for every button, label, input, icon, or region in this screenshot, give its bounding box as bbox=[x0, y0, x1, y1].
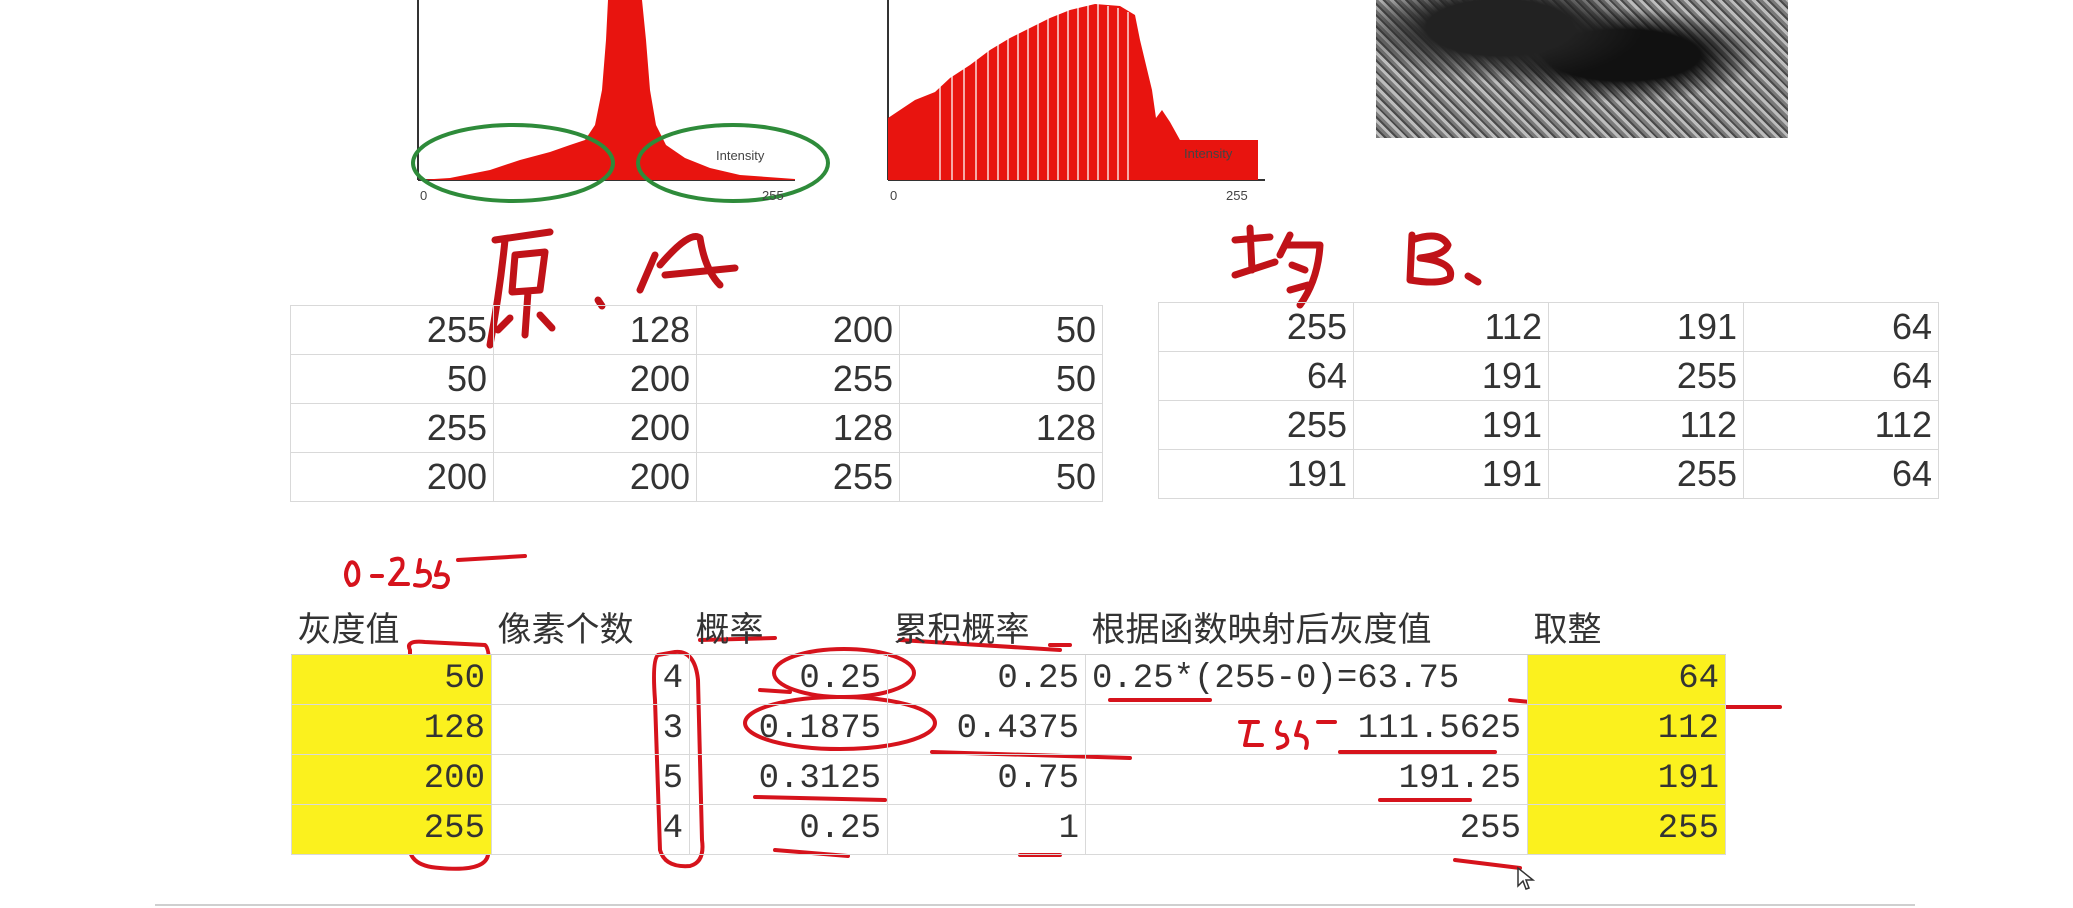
header-cumulative-probability: 累积概率 bbox=[887, 606, 1086, 655]
equalization-table: 灰度值 像素个数 概率 累积概率 根据函数映射后灰度值 取整 50 4 0.25… bbox=[291, 606, 1726, 855]
matrix-a-cell: 200 bbox=[696, 305, 900, 355]
gray-value-cell: 50 bbox=[291, 654, 492, 705]
matrix-a-cell: 200 bbox=[493, 354, 697, 404]
matrix-a: 255 128 200 50 50 200 255 50 255 200 128… bbox=[290, 305, 1103, 502]
table-row: 255 200 128 128 bbox=[290, 403, 1103, 453]
matrix-b-cell: 64 bbox=[1743, 351, 1939, 401]
header-gray-value: 灰度值 bbox=[291, 606, 492, 655]
matrix-a-cell: 200 bbox=[493, 403, 697, 453]
hist-left-axis-label: Intensity bbox=[716, 148, 765, 163]
mouse-cursor-icon bbox=[1517, 866, 1536, 890]
mapped-value-cell: 111.5625 bbox=[1085, 704, 1528, 755]
matrix-b-cell: 112 bbox=[1548, 400, 1744, 450]
rounded-cell: 64 bbox=[1527, 654, 1726, 705]
rounded-cell: 255 bbox=[1527, 804, 1726, 855]
gray-value-cell: 128 bbox=[291, 704, 492, 755]
mapped-value-cell: 191.25 bbox=[1085, 754, 1528, 805]
table-row: 255 191 112 112 bbox=[1158, 400, 1939, 450]
matrix-b: 255 112 191 64 64 191 255 64 255 191 112… bbox=[1158, 302, 1939, 499]
mapped-value-cell: 255 bbox=[1085, 804, 1528, 855]
matrix-b-cell: 64 bbox=[1743, 302, 1939, 352]
table-row: 64 191 255 64 bbox=[1158, 351, 1939, 401]
matrix-a-cell: 50 bbox=[899, 452, 1103, 502]
rounded-cell: 112 bbox=[1527, 704, 1726, 755]
pixel-count-cell: 4 bbox=[491, 804, 690, 855]
matrix-a-cell: 50 bbox=[290, 354, 494, 404]
matrix-b-cell: 191 bbox=[1353, 449, 1549, 499]
matrix-a-cell: 255 bbox=[290, 403, 494, 453]
matrix-b-cell: 191 bbox=[1548, 302, 1744, 352]
matrix-a-cell: 50 bbox=[899, 354, 1103, 404]
matrix-b-cell: 112 bbox=[1353, 302, 1549, 352]
pixel-count-cell: 3 bbox=[491, 704, 690, 755]
matrix-a-cell: 50 bbox=[899, 305, 1103, 355]
table-row: 255 128 200 50 bbox=[290, 305, 1103, 355]
matrix-b-cell: 255 bbox=[1158, 302, 1354, 352]
cumulative-cell: 1 bbox=[887, 804, 1086, 855]
table-row: 191 191 255 64 bbox=[1158, 449, 1939, 499]
mapped-value-cell: 0.25*(255-0)=63.75 bbox=[1085, 654, 1528, 705]
matrix-b-cell: 64 bbox=[1743, 449, 1939, 499]
gray-value-cell: 255 bbox=[291, 804, 492, 855]
matrix-a-cell: 255 bbox=[290, 305, 494, 355]
bottom-divider bbox=[155, 904, 1915, 906]
matrix-b-cell: 191 bbox=[1353, 400, 1549, 450]
matrix-b-cell: 64 bbox=[1158, 351, 1354, 401]
probability-cell: 0.1875 bbox=[689, 704, 888, 755]
matrix-a-cell: 128 bbox=[696, 403, 900, 453]
hist-left-max: 255 bbox=[762, 188, 784, 203]
table-row: 128 3 0.1875 0.4375 111.5625 112 bbox=[291, 704, 1726, 755]
table-row: 50 200 255 50 bbox=[290, 354, 1103, 404]
rounded-cell: 191 bbox=[1527, 754, 1726, 805]
header-probability: 概率 bbox=[689, 606, 888, 655]
matrix-b-cell: 191 bbox=[1353, 351, 1549, 401]
matrix-a-cell: 200 bbox=[493, 452, 697, 502]
pixel-count-cell: 4 bbox=[491, 654, 690, 705]
hist-right-min: 0 bbox=[890, 188, 897, 203]
hist-left-min: 0 bbox=[420, 188, 427, 203]
table-row: 200 5 0.3125 0.75 191.25 191 bbox=[291, 754, 1726, 805]
matrix-a-cell: 128 bbox=[493, 305, 697, 355]
header-pixel-count: 像素个数 bbox=[491, 606, 690, 655]
pixel-count-cell: 5 bbox=[491, 754, 690, 805]
table-row: 200 200 255 50 bbox=[290, 452, 1103, 502]
matrix-a-cell: 128 bbox=[899, 403, 1103, 453]
equalized-histogram: 0 255 Intensity bbox=[887, 0, 1265, 203]
table-header-row: 灰度值 像素个数 概率 累积概率 根据函数映射后灰度值 取整 bbox=[291, 606, 1726, 655]
sample-photo bbox=[1376, 0, 1788, 138]
matrix-b-cell: 191 bbox=[1158, 449, 1354, 499]
table-row: 255 112 191 64 bbox=[1158, 302, 1939, 352]
header-rounded: 取整 bbox=[1527, 606, 1726, 655]
matrix-a-cell: 255 bbox=[696, 354, 900, 404]
table-row: 255 4 0.25 1 255 255 bbox=[291, 804, 1726, 855]
matrix-a-cell: 255 bbox=[696, 452, 900, 502]
matrix-b-cell: 255 bbox=[1158, 400, 1354, 450]
hist-right-max: 255 bbox=[1226, 188, 1248, 203]
gray-value-cell: 200 bbox=[291, 754, 492, 805]
probability-cell: 0.25 bbox=[689, 804, 888, 855]
cumulative-cell: 0.25 bbox=[887, 654, 1086, 705]
matrix-b-cell: 255 bbox=[1548, 449, 1744, 499]
matrix-a-cell: 200 bbox=[290, 452, 494, 502]
header-mapped-gray-value: 根据函数映射后灰度值 bbox=[1085, 606, 1528, 655]
matrix-b-cell: 112 bbox=[1743, 400, 1939, 450]
cumulative-cell: 0.4375 bbox=[887, 704, 1086, 755]
probability-cell: 0.3125 bbox=[689, 754, 888, 805]
probability-cell: 0.25 bbox=[689, 654, 888, 705]
table-row: 50 4 0.25 0.25 0.25*(255-0)=63.75 64 bbox=[291, 654, 1726, 705]
original-histogram: 0 255 Intensity bbox=[411, 0, 830, 203]
cumulative-cell: 0.75 bbox=[887, 754, 1086, 805]
matrix-b-cell: 255 bbox=[1548, 351, 1744, 401]
hist-right-axis-label: Intensity bbox=[1184, 146, 1233, 161]
